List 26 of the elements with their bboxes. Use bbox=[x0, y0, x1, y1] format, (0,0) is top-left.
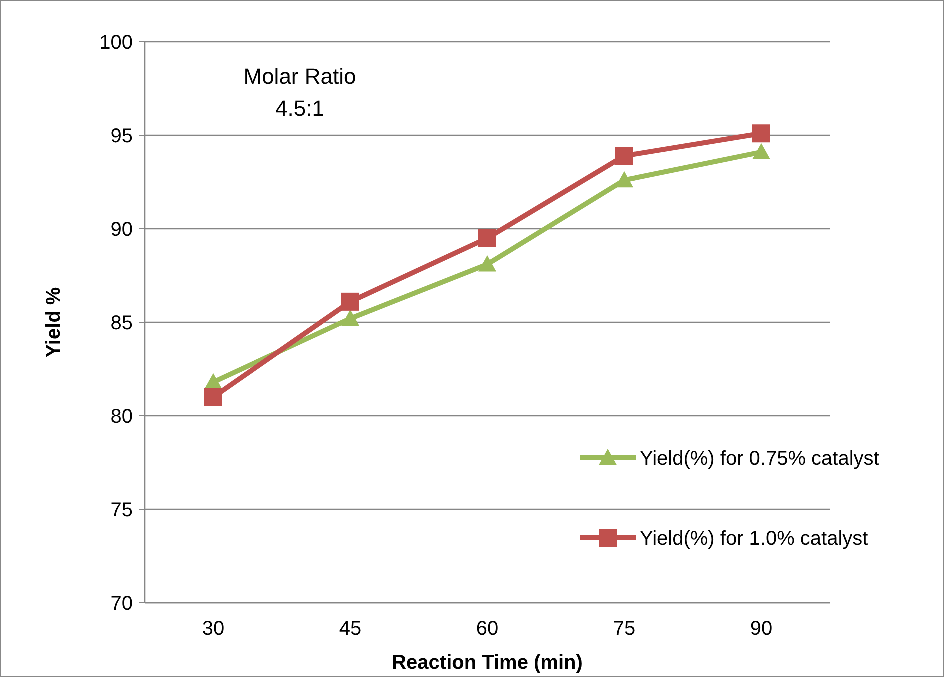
point bbox=[204, 388, 222, 406]
y-tick-label: 95 bbox=[110, 126, 133, 148]
point bbox=[616, 147, 634, 166]
legend-label: Yield(%) for 0.75% catalyst bbox=[640, 448, 880, 470]
y-tick-label: 100 bbox=[100, 32, 133, 54]
annotation: Molar Ratio 4.5:1 bbox=[244, 64, 356, 121]
point bbox=[616, 171, 634, 188]
x-tick-label: 75 bbox=[613, 618, 636, 640]
point bbox=[342, 310, 360, 326]
x-tick-label: 90 bbox=[750, 618, 773, 640]
y-tick-label: 70 bbox=[110, 593, 133, 615]
y-tick-label: 80 bbox=[110, 406, 133, 428]
point bbox=[752, 143, 770, 160]
point bbox=[478, 229, 496, 248]
x-tick-label: 45 bbox=[339, 618, 362, 640]
legend-label: Yield(%) for 1.0% catalyst bbox=[640, 528, 869, 550]
point bbox=[752, 124, 770, 143]
y-tick-label: 75 bbox=[110, 500, 133, 522]
point bbox=[478, 256, 496, 272]
y-axis-title: Yield % bbox=[43, 287, 65, 358]
x-tick-label: 30 bbox=[202, 618, 225, 640]
point bbox=[342, 292, 360, 311]
y-tick-label: 90 bbox=[110, 219, 133, 241]
x-axis-title: Reaction Time (min) bbox=[392, 652, 583, 674]
y-tick-label: 85 bbox=[110, 312, 133, 334]
x-tick-label: 60 bbox=[476, 618, 499, 640]
